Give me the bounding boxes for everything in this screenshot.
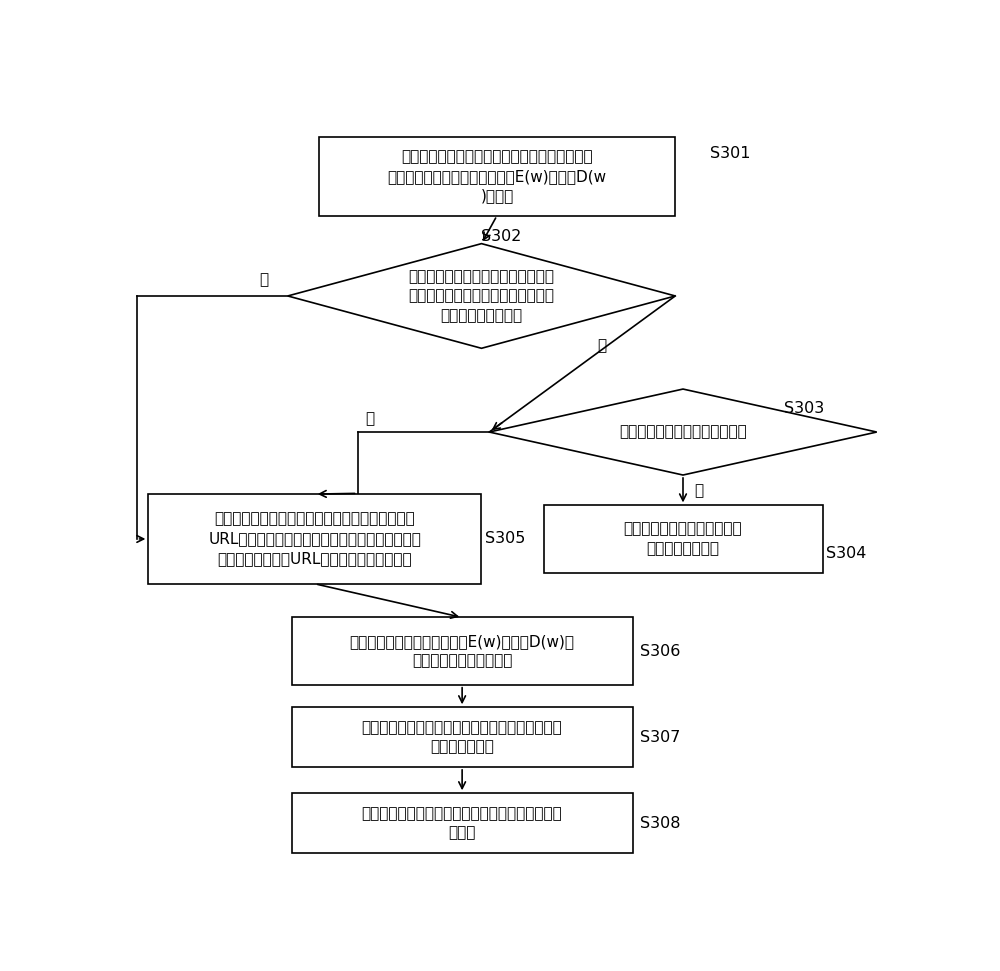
Text: S301: S301 <box>710 147 751 161</box>
Text: S302: S302 <box>482 228 522 244</box>
Text: 否: 否 <box>365 411 374 426</box>
Text: S305: S305 <box>485 531 525 547</box>
Text: S303: S303 <box>784 401 824 416</box>
Bar <box>319 137 675 216</box>
Text: 检测所述第一历史页面是否可用: 检测所述第一历史页面是否可用 <box>619 424 747 440</box>
Bar <box>292 793 633 853</box>
Text: 根据不可用的第一历史页面对应的统一资源定位符
URL簇，以及历史抓取数据中不存在第一历史页面
的统一资源定位符URL簇，形成第二抓取任务: 根据不可用的第一历史页面对应的统一资源定位符 URL簇，以及历史抓取数据中不存在… <box>208 512 421 566</box>
Text: 是: 是 <box>695 483 704 498</box>
Bar <box>292 618 633 685</box>
Bar <box>292 707 633 767</box>
Text: 执行所述第二抓取任务的网络爬虫抓取第二目标页
面数据: 执行所述第二抓取任务的网络爬虫抓取第二目标页 面数据 <box>362 806 562 841</box>
Text: 当接收到抓取任务时，根据抓取任务
的配置信息在历史抓取数据中查询是
否存在第一历史页面: 当接收到抓取任务时，根据抓取任务 的配置信息在历史抓取数据中查询是 否存在第一历… <box>409 269 554 323</box>
Text: 根据各个网络爬虫的可用性确定执行所述第二抓取
任务的网络爬虫: 根据各个网络爬虫的可用性确定执行所述第二抓取 任务的网络爬虫 <box>362 720 562 754</box>
Text: 解析可用的第一历史页面得到
第一目标页面数据: 解析可用的第一历史页面得到 第一目标页面数据 <box>624 521 742 556</box>
Polygon shape <box>489 389 877 475</box>
Text: 根据所述网络带宽使用率均值E(w)和方差D(w)计
算各个网络爬虫的可用性: 根据所述网络带宽使用率均值E(w)和方差D(w)计 算各个网络爬虫的可用性 <box>350 634 575 668</box>
Text: 是: 是 <box>598 338 607 352</box>
Text: 否: 否 <box>259 272 268 287</box>
Text: S304: S304 <box>826 547 867 561</box>
Text: S308: S308 <box>640 816 680 830</box>
Polygon shape <box>288 244 675 349</box>
Bar <box>148 494 481 584</box>
Text: 定时检测网络爬虫的网络带宽使用率，计算各个
网络爬虫的网络带宽使用率均值E(w)和方差D(w
)并存储: 定时检测网络爬虫的网络带宽使用率，计算各个 网络爬虫的网络带宽使用率均值E(w)… <box>387 149 607 204</box>
Text: S307: S307 <box>640 729 680 745</box>
Text: S306: S306 <box>640 644 680 658</box>
Bar <box>544 505 822 573</box>
